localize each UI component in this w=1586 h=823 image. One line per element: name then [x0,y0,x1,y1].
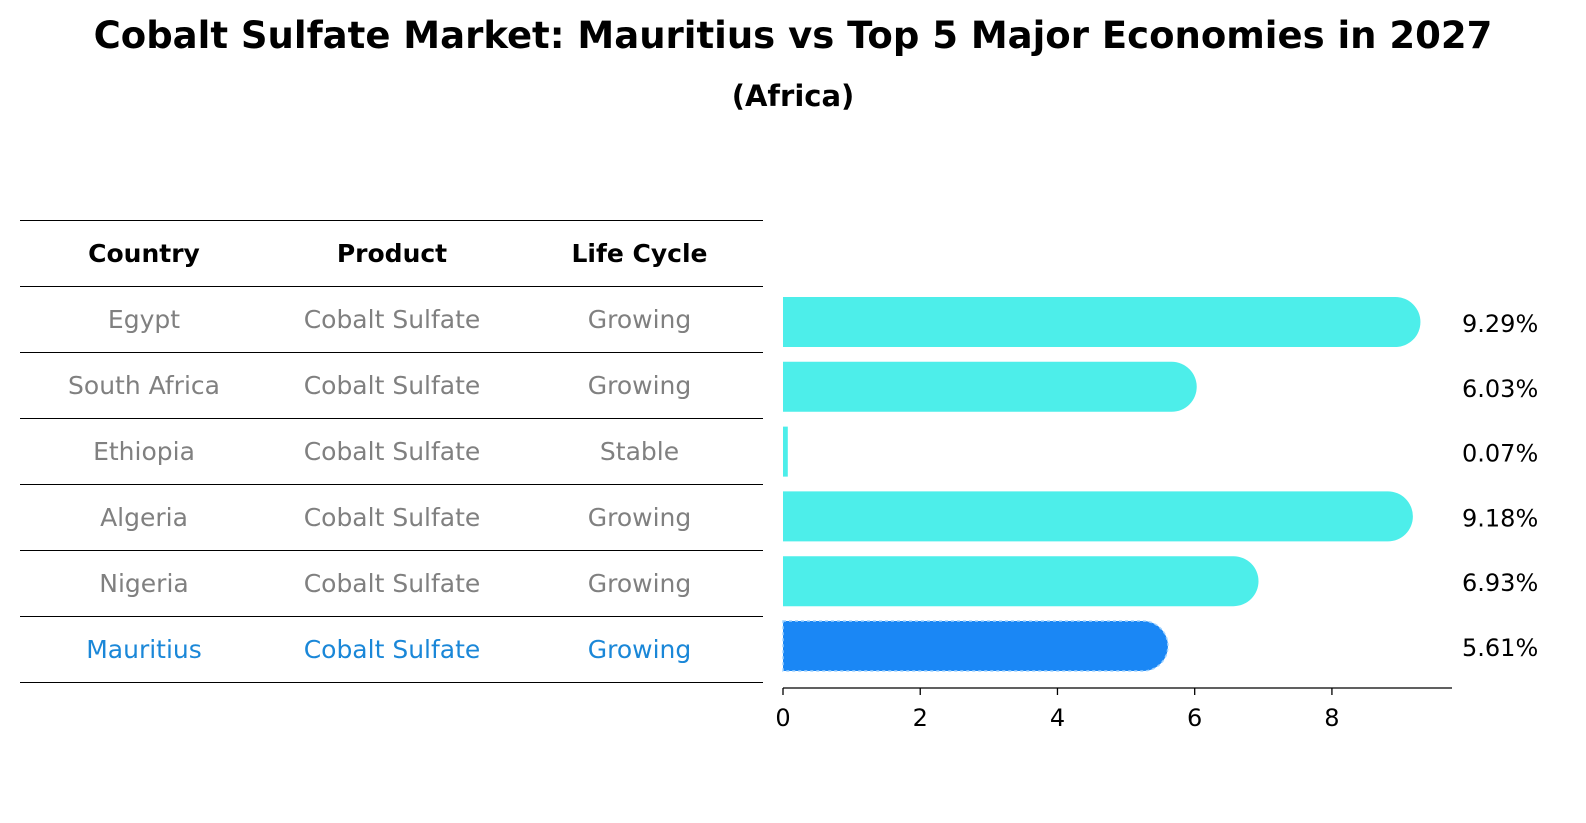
country-cell: Ethiopia [20,418,268,485]
x-tick-label: 2 [913,704,928,732]
life-cycle-cell: Growing [516,286,763,353]
column-header-country: Country [20,220,268,287]
product-cell: Cobalt Sulfate [268,286,516,353]
product-cell: Cobalt Sulfate [268,352,516,419]
x-tick-label: 6 [1187,704,1202,732]
product-cell: Cobalt Sulfate [268,550,516,617]
life-cycle-cell: Stable [516,418,763,485]
value-label: 0.07% [1462,440,1538,468]
x-tick-label: 8 [1324,704,1339,732]
bar-nigeria [783,556,1259,607]
country-cell: Egypt [20,286,268,353]
country-cell: Nigeria [20,550,268,617]
value-label: 6.93% [1462,569,1538,597]
table-row: Egypt Cobalt Sulfate Growing [20,286,763,353]
x-tick-label: 0 [775,704,790,732]
data-table: Country Product Life Cycle Egypt Cobalt … [20,220,763,683]
country-cell: Algeria [20,484,268,551]
table-header-row: Country Product Life Cycle [20,220,763,287]
x-tick-label: 4 [1050,704,1065,732]
bar-mauritius [782,620,1169,672]
country-cell: Mauritius [20,616,268,683]
country-cell: South Africa [20,352,268,419]
x-axis: 0 2 4 6 8 [775,687,1452,732]
life-cycle-cell: Growing [516,352,763,419]
value-label: 5.61% [1462,634,1538,662]
value-labels-group: 9.29% 6.03% 0.07% 9.18% 6.93% 5.61% [1462,310,1538,662]
table-row-highlighted: Mauritius Cobalt Sulfate Growing [20,616,763,683]
bar-south-africa [783,361,1197,412]
column-header-life-cycle: Life Cycle [516,220,763,287]
table-row: Algeria Cobalt Sulfate Growing [20,484,763,551]
product-cell: Cobalt Sulfate [268,484,516,551]
bar-algeria [783,491,1413,542]
table-row: South Africa Cobalt Sulfate Growing [20,352,763,419]
life-cycle-cell: Growing [516,484,763,551]
bar-egypt [783,297,1421,347]
life-cycle-cell: Growing [516,616,763,683]
product-cell: Cobalt Sulfate [268,616,516,683]
value-label: 9.18% [1462,504,1538,532]
value-label: 6.03% [1462,375,1538,403]
table-row: Nigeria Cobalt Sulfate Growing [20,550,763,617]
value-label: 9.29% [1462,310,1538,338]
chart-title: Cobalt Sulfate Market: Mauritius vs Top … [93,14,1493,57]
life-cycle-cell: Growing [516,550,763,617]
column-header-product: Product [268,220,516,287]
product-cell: Cobalt Sulfate [268,418,516,485]
table-row: Ethiopia Cobalt Sulfate Stable [20,418,763,485]
bars-group [782,297,1421,672]
bar-ethiopia [783,426,788,477]
chart-subtitle: (Africa) [731,79,855,113]
